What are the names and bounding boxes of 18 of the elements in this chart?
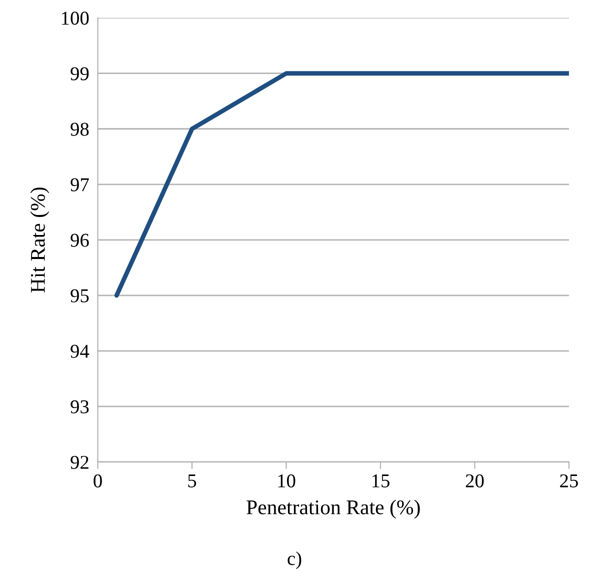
x-tick-label: 0	[94, 474, 102, 488]
y-tick-label: 93	[70, 400, 89, 414]
y-tick-label: 100	[62, 12, 89, 25]
x-tick-label: 5	[188, 474, 196, 488]
y-tick-label: 96	[70, 234, 89, 247]
y-tick-label: 95	[70, 289, 89, 302]
y-axis-title: Hit Rate (%)	[30, 188, 50, 293]
x-tick-label: 10	[278, 474, 296, 488]
y-tick-label: 92	[70, 456, 88, 469]
x-axis-title: Penetration Rate (%)	[246, 500, 420, 519]
x-tick-label: 25	[560, 474, 578, 488]
y-tick-label: 99	[70, 67, 89, 80]
x-tick-label: 20	[466, 474, 484, 488]
text: c)	[288, 551, 302, 570]
y-tick-label: 94	[70, 344, 90, 358]
y-tick-label: 98	[70, 122, 89, 136]
y-tick-label: 97	[70, 178, 89, 192]
x-tick-label: 15	[372, 474, 390, 488]
